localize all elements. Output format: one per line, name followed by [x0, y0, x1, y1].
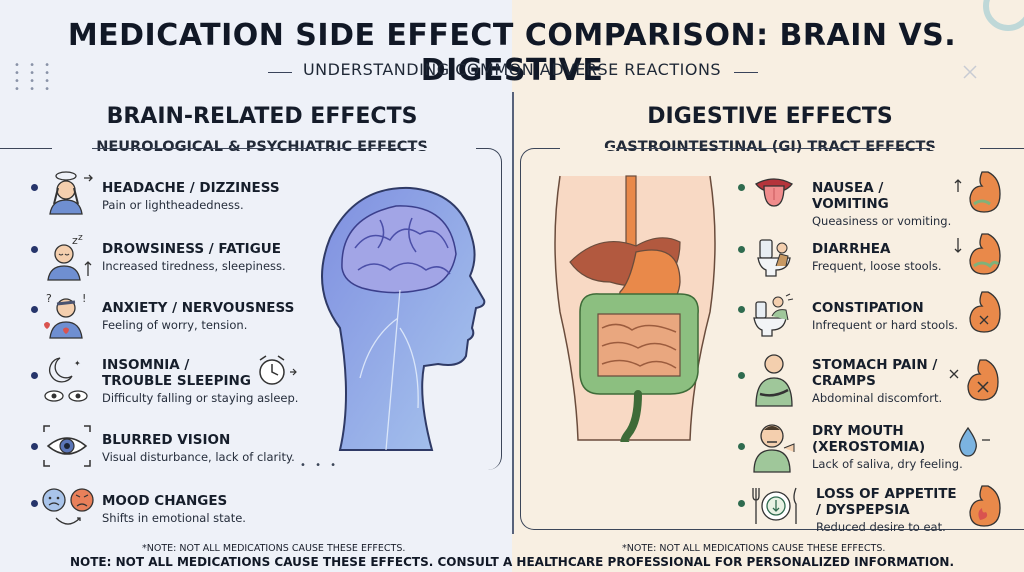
item-name: CONSTIPATION	[812, 300, 924, 316]
item-desc: Feeling of worry, tension.	[102, 318, 248, 332]
item-desc: Shifts in emotional state.	[102, 511, 246, 525]
page-subtitle: UNDERSTANDING COMMON ADVERSE REACTIONS	[302, 60, 722, 79]
list-item: BLURRED VISION Visual disturbance, lack …	[102, 432, 322, 464]
frame-gap-left	[52, 148, 92, 150]
water-drop-icon	[959, 426, 990, 457]
svg-text:!: !	[82, 292, 86, 305]
item-name: HEADACHE / DIZZINESS	[102, 180, 280, 196]
frame-dots-left: • • •	[300, 460, 340, 471]
item-name: BLURRED VISION	[102, 432, 231, 448]
item-desc: Reduced desire to eat.	[816, 520, 946, 534]
plate-cutlery-icon	[752, 487, 797, 524]
item-desc: Lack of saliva, dry feeling.	[812, 457, 963, 471]
brain-section-subtitle: NEUROLOGICAL & PSYCHIATRIC EFFECTS	[96, 139, 428, 155]
frame-gap-right-2	[930, 148, 980, 150]
list-item: INSOMNIA / TROUBLE SLEEPING Difficulty f…	[102, 357, 302, 405]
bullet	[31, 246, 38, 253]
item-desc: Frequent, loose stools.	[812, 259, 942, 273]
frame-gap-left-2	[560, 148, 616, 150]
brain-footnote: *NOTE: NOT ALL MEDICATIONS CAUSE THESE E…	[142, 543, 406, 554]
subtitle-rule-left	[268, 72, 292, 73]
stomach-knot-icon	[969, 291, 1001, 333]
item-name: STOMACH PAIN / CRAMPS	[812, 357, 938, 389]
center-divider	[512, 92, 514, 534]
item-name: NAUSEA / VOMITING	[812, 180, 889, 212]
item-desc: Pain or lightheadedness.	[102, 198, 244, 212]
tongue-icon	[755, 178, 793, 207]
item-desc: Infrequent or hard stools.	[812, 318, 959, 332]
bullet	[738, 372, 745, 379]
digestive-section-subtitle: GASTROINTESTINAL (GI) TRACT EFFECTS	[604, 139, 936, 155]
item-name: INSOMNIA / TROUBLE SLEEPING	[102, 357, 251, 389]
svg-text:z: z	[78, 233, 83, 243]
bullet	[738, 500, 745, 507]
toilet-strain-icon	[753, 293, 794, 337]
item-desc: Visual disturbance, lack of clarity.	[102, 450, 295, 464]
subtitle-wrap: UNDERSTANDING COMMON ADVERSE REACTIONS	[0, 60, 1024, 79]
item-name: ANXIETY / NERVOUSNESS	[102, 300, 295, 316]
list-item: MOOD CHANGES Shifts in emotional state.	[102, 493, 322, 525]
list-item: HEADACHE / DIZZINESS Pain or lightheaded…	[102, 180, 322, 212]
list-item: DIARRHEA Frequent, loose stools.	[812, 241, 962, 273]
headache-person-icon	[49, 171, 93, 215]
subtitle-rule-right	[734, 72, 758, 73]
dry-mouth-person-icon	[753, 424, 795, 473]
bullet	[738, 246, 745, 253]
list-item: CONSTIPATION Infrequent or hard stools.	[812, 300, 962, 332]
svg-text:?: ?	[46, 292, 52, 305]
svg-text:z: z	[72, 234, 78, 247]
toilet-icon	[757, 239, 791, 277]
bullet	[738, 306, 745, 313]
bullet	[31, 184, 38, 191]
list-item: NAUSEA / VOMITING Queasiness or vomiting…	[812, 180, 962, 228]
list-item: LOSS OF APPETITE / DYSPEPSIA Reduced des…	[816, 486, 976, 534]
list-item: DRY MOUTH (XEROSTOMIA) Lack of saliva, d…	[812, 423, 972, 471]
stomach-cross-icon	[949, 359, 999, 401]
item-name: DROWSINESS / FATIGUE	[102, 241, 281, 257]
mood-faces-icon	[42, 488, 94, 525]
decorative-dots-left: • • • • • • • • • • • •	[14, 60, 54, 95]
item-desc: Queasiness or vomiting.	[812, 214, 952, 228]
item-desc: Abdominal discomfort.	[812, 391, 943, 405]
stomach-down-arrow-icon	[954, 233, 1001, 275]
page-title: MEDICATION SIDE EFFECT COMPARISON: BRAIN…	[67, 18, 957, 88]
item-name: MOOD CHANGES	[102, 493, 228, 509]
brain-head-illustration	[321, 186, 486, 451]
frame-gap-right	[416, 148, 476, 150]
bullet	[31, 443, 38, 450]
item-desc: Difficulty falling or staying asleep.	[102, 391, 299, 405]
eye-icon	[43, 425, 91, 467]
list-item: STOMACH PAIN / CRAMPS Abdominal discomfo…	[812, 357, 962, 405]
stomach-cramp-person-icon	[755, 354, 793, 407]
decorative-circles-icon	[983, 0, 1024, 31]
stomach-up-arrow-icon	[954, 171, 1001, 213]
item-desc: Increased tiredness, sleepiness.	[102, 259, 286, 273]
bullet	[31, 306, 38, 313]
list-item: DROWSINESS / FATIGUE Increased tiredness…	[102, 241, 322, 273]
bullet	[738, 443, 745, 450]
item-name: DRY MOUTH (XEROSTOMIA)	[812, 423, 926, 455]
stomach-fire-icon	[969, 485, 1001, 527]
bullet	[31, 500, 38, 507]
svg-text:✦: ✦	[74, 359, 81, 368]
alarm-clock-icon	[259, 355, 297, 385]
brain-frame	[0, 148, 502, 470]
decorative-cross-icon	[963, 65, 977, 79]
brain-section-title: BRAIN-RELATED EFFECTS	[106, 104, 418, 129]
bullet	[738, 184, 745, 191]
item-name: DIARRHEA	[812, 241, 891, 257]
drowsy-person-icon: z z	[47, 233, 92, 281]
list-item: ANXIETY / NERVOUSNESS Feeling of worry, …	[102, 300, 322, 332]
footer-note: NOTE: NOT ALL MEDICATIONS CAUSE THESE EF…	[69, 555, 954, 569]
digestive-section-title: DIGESTIVE EFFECTS	[647, 104, 893, 129]
digestive-frame	[520, 148, 1024, 530]
bullet	[31, 372, 38, 379]
digestive-footnote: *NOTE: NOT ALL MEDICATIONS CAUSE THESE E…	[622, 543, 886, 554]
item-name: LOSS OF APPETITE / DYSPEPSIA	[816, 486, 957, 518]
anxious-person-icon: ? !	[44, 292, 86, 339]
digestive-torso-illustration	[554, 175, 716, 442]
moon-sleep-icon: ✦	[44, 357, 88, 402]
